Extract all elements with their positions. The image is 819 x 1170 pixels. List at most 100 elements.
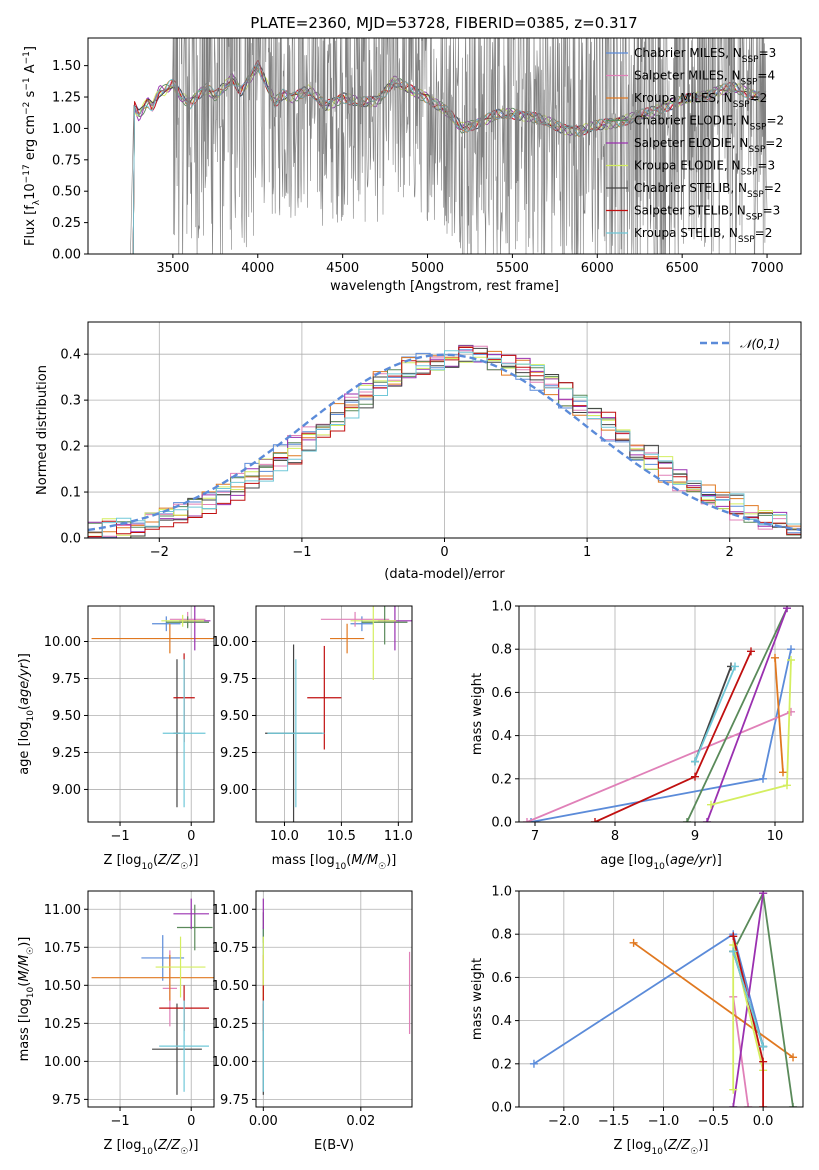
y-tick-label: 1.0 <box>491 600 512 615</box>
x-tick-label: 0.02 <box>346 1114 375 1129</box>
errorbar-kroupa-miles <box>91 954 214 1001</box>
y-tick-label: 0.8 <box>491 643 512 658</box>
y-tick-label: 10.75 <box>44 941 81 956</box>
y-axis-label: age [log10(age/yr)] <box>17 653 36 775</box>
y-tick-label: 0.4 <box>491 1014 512 1029</box>
age-vs-metallicity-panel: −1 0 9.00 9.25 9.50 9.75 10.00 Z [log10(Z/Z☉)] a… <box>17 605 215 872</box>
legend-entry: Kroupa STELIB, NSSP=2 <box>634 226 772 245</box>
x-axis-label: (data-model)/error <box>384 567 505 582</box>
series-chabrier-miles <box>527 645 795 822</box>
legend-entry: Salpeter STELIB, NSSP=3 <box>634 204 780 223</box>
y-tick-label: 11.00 <box>212 903 249 918</box>
x-tick-label: 10.5 <box>327 829 356 844</box>
errorbar-kroupa-miles <box>330 623 365 654</box>
x-tick-label: 4500 <box>326 261 359 276</box>
series-point-marker <box>759 774 767 783</box>
plot-area <box>265 606 412 822</box>
series-point-marker <box>779 768 787 777</box>
series-salpeter-stelib <box>729 932 768 1107</box>
series-point-marker <box>744 1103 753 1107</box>
axes-frame <box>87 605 215 823</box>
mass-vs-ebv-panel: 0.00 0.02 9.75 10.00 10.25 10.50 10.75 11.00 E(B… <box>212 890 413 1153</box>
x-tick-label: −0.5 <box>698 1114 730 1129</box>
normal-distribution-curve <box>88 353 801 532</box>
series-point-marker <box>529 1059 538 1068</box>
y-tick-label: 10.25 <box>212 1017 249 1032</box>
legend-entry: Chabrier ELODIE, NSSP=2 <box>634 114 784 133</box>
y-tick-label: 0.6 <box>491 686 512 701</box>
series-point-marker <box>787 645 795 654</box>
y-tick-label: 0.2 <box>60 440 81 455</box>
series-point-marker <box>783 606 791 613</box>
y-axis-label: mass [log10(M/M☉)] <box>17 937 36 1062</box>
legend-entry: Chabrier MILES, NSSP=3 <box>634 46 776 65</box>
series-point-marker <box>527 818 535 822</box>
series-salpeter-miles <box>523 707 795 822</box>
legend-entry: Kroupa MILES, NSSP=2 <box>634 91 767 110</box>
y-tick-label: 9.50 <box>52 709 81 724</box>
axes-frame <box>518 605 804 823</box>
series-kroupa-miles <box>771 653 787 777</box>
series-point-marker <box>787 656 795 664</box>
x-tick-label: 11.0 <box>384 829 413 844</box>
series-point-marker <box>747 647 755 656</box>
x-tick-label: 1 <box>583 545 591 560</box>
x-axis-label: Z [log10(Z/Z☉)] <box>614 1138 709 1157</box>
x-tick-label: 5500 <box>496 261 529 276</box>
plot-area <box>523 606 795 822</box>
x-axis-label: mass [log10(M/M☉)] <box>272 853 397 872</box>
y-tick-label: 10.00 <box>44 1055 81 1070</box>
massweight-vs-metallicity-panel: −2.0 −1.5 −1.0 −0.5 0.0 0.0 0.2 0.4 0.6 0.8 1.0 Z [… <box>470 885 804 1157</box>
series-point-marker <box>759 1042 768 1051</box>
series-salpeter-elodie <box>703 606 791 822</box>
x-axis-label: E(B-V) <box>314 1138 354 1153</box>
y-tick-label: 1.0 <box>491 885 512 900</box>
y-tick-label: 0.2 <box>491 1057 512 1072</box>
errorbar-kroupa-stelib <box>159 1000 210 1092</box>
y-tick-label: 0.0 <box>491 1101 512 1116</box>
y-tick-label: 0.4 <box>491 729 512 744</box>
x-tick-label: −2.0 <box>548 1114 580 1129</box>
errorbar-chabrier-miles <box>152 616 181 632</box>
errorbar-chabrier-elodie <box>361 606 408 645</box>
series-point-marker <box>759 891 768 898</box>
x-axis-label: Z [log10(Z/Z☉)] <box>104 1138 199 1157</box>
errorbar-kroupa-stelib <box>162 659 206 808</box>
y-tick-label: 9.75 <box>52 1093 81 1108</box>
y-tick-label: 10.50 <box>44 979 81 994</box>
errorbar-kroupa-stelib <box>267 659 325 808</box>
x-tick-label: 5000 <box>411 261 444 276</box>
errorbar-kroupa-elodie <box>350 606 397 680</box>
x-tick-label: 0 <box>440 545 448 560</box>
mass-vs-metallicity-panel: −1 0 9.75 10.00 10.25 10.50 10.75 11.00 Z [log10… <box>17 890 215 1157</box>
plot-area <box>529 891 798 1107</box>
series-point-marker <box>771 653 779 662</box>
y-tick-label: 9.75 <box>220 1093 249 1108</box>
y-tick-label: 1.00 <box>52 122 81 137</box>
y-tick-label: 9.75 <box>52 672 81 687</box>
series-line <box>526 710 792 822</box>
x-tick-label: 6000 <box>581 261 614 276</box>
x-axis-label: Z [log10(Z/Z☉)] <box>104 853 199 872</box>
legend-entry: Salpeter MILES, NSSP=4 <box>634 69 775 88</box>
spectrum-panel: 3500 4000 4500 5000 5500 6000 6500 7000 0.00 0.25… <box>22 37 802 294</box>
x-axis-label: wavelength [Angstrom, rest frame] <box>330 279 559 294</box>
x-tick-label: −1 <box>110 829 129 844</box>
series-point-marker <box>691 757 699 766</box>
y-tick-label: 0.6 <box>491 971 512 986</box>
x-tick-label: −1 <box>292 545 311 560</box>
x-tick-label: 10.0 <box>270 829 299 844</box>
series-line <box>694 666 736 762</box>
y-tick-label: 0.25 <box>52 216 81 231</box>
y-axis-label: Flux [fλ10−17 erg cm−2 s−1 A−1] <box>22 46 42 246</box>
series-point-marker <box>523 818 531 822</box>
histogram-kroupa-stelib <box>88 350 801 538</box>
series-point-marker <box>703 818 711 822</box>
data-spectrum-line <box>130 38 768 254</box>
y-tick-label: 10.75 <box>212 941 249 956</box>
errorbar-chabrier-elodie <box>176 904 213 951</box>
y-tick-label: 11.00 <box>44 903 81 918</box>
axes-frame <box>87 321 802 539</box>
series-point-marker <box>729 932 738 941</box>
